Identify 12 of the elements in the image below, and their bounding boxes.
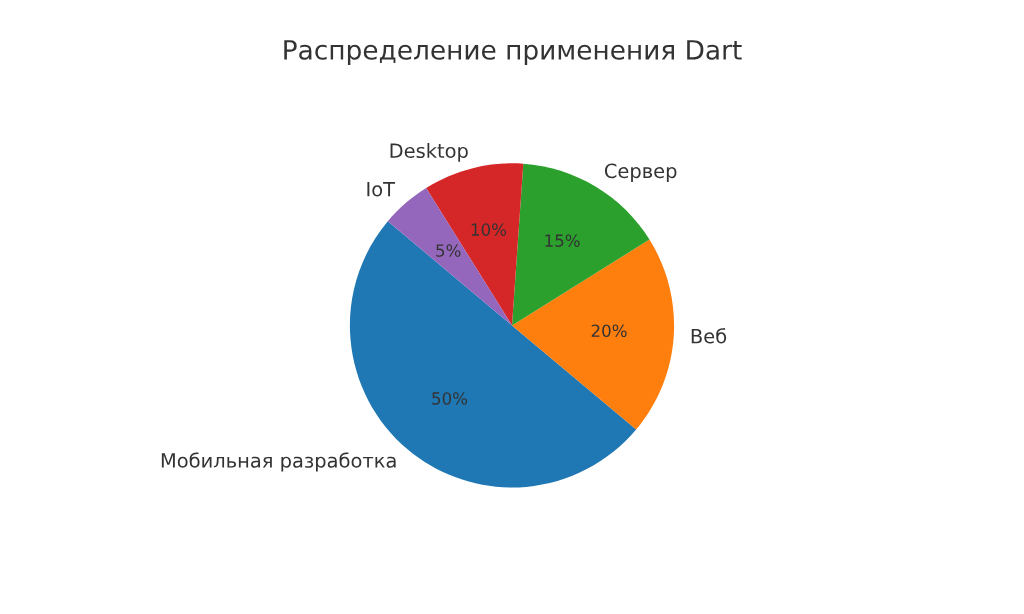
data-label: 20% [591, 324, 627, 338]
slice-label: Веб [691, 328, 727, 344]
slice-label: Desktop [390, 143, 468, 162]
pie-slice [426, 163, 524, 326]
data-label: 15% [545, 234, 580, 247]
data-label: 50% [432, 392, 468, 405]
data-label: 5% [436, 244, 461, 257]
slice-label: Мобильная разработка [161, 452, 396, 472]
data-label: 10% [471, 223, 507, 236]
slice-label: IoT [367, 182, 396, 197]
chart-title: Распределение применения Dart [284, 40, 742, 65]
slice-label: Сервер [604, 163, 677, 182]
